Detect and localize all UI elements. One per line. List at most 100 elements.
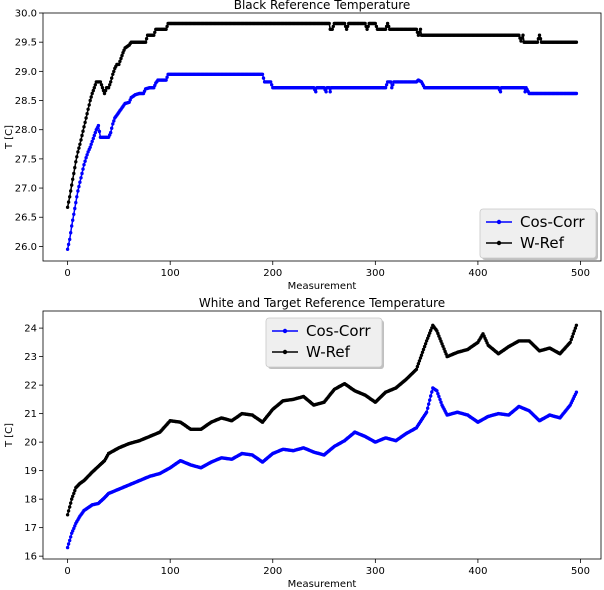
data-point xyxy=(391,83,395,87)
data-point xyxy=(85,153,89,157)
x-tick-label: 0 xyxy=(64,566,70,577)
data-point xyxy=(66,200,71,204)
data-point xyxy=(78,142,82,146)
data-point xyxy=(80,171,84,176)
data-point xyxy=(89,142,93,146)
data-point xyxy=(331,24,335,29)
data-point xyxy=(81,167,85,171)
data-point xyxy=(344,27,349,31)
data-point xyxy=(418,27,423,31)
data-point xyxy=(79,138,83,142)
data-point xyxy=(261,76,266,80)
data-point xyxy=(441,344,445,348)
data-point xyxy=(76,150,80,154)
data-point xyxy=(439,400,443,404)
y-tick-label: 26.5 xyxy=(15,213,37,224)
data-point xyxy=(535,40,540,44)
plot-frame xyxy=(42,12,602,262)
data-point xyxy=(77,184,81,189)
data-point xyxy=(90,91,94,96)
data-point xyxy=(99,83,104,87)
data-point xyxy=(165,75,169,79)
data-point xyxy=(374,24,379,29)
x-axis-label: Measurement xyxy=(288,579,357,590)
data-point xyxy=(420,350,425,354)
series-w-ref xyxy=(65,21,579,209)
data-point xyxy=(89,95,93,99)
x-tick-label: 300 xyxy=(366,268,385,279)
y-tick-label: 29.0 xyxy=(15,67,37,78)
data-point xyxy=(69,231,73,235)
data-point xyxy=(111,72,115,77)
data-point xyxy=(68,505,72,509)
data-point xyxy=(424,410,429,414)
data-point xyxy=(109,130,113,135)
data-point xyxy=(438,397,442,402)
data-point xyxy=(69,535,73,539)
data-point xyxy=(424,339,429,343)
plot-frame xyxy=(42,310,602,560)
data-point xyxy=(93,130,98,135)
data-point xyxy=(373,21,377,26)
y-tick-label: 24 xyxy=(24,324,37,335)
data-point xyxy=(418,356,423,360)
data-point xyxy=(429,394,433,398)
data-point xyxy=(74,200,78,205)
data-point xyxy=(119,56,123,61)
x-tick-label: 400 xyxy=(468,566,487,577)
data-point xyxy=(73,165,77,170)
data-point xyxy=(82,125,86,129)
data-point xyxy=(153,30,157,34)
data-point xyxy=(384,83,389,87)
data-point xyxy=(437,334,441,338)
y-tick-label: 27.0 xyxy=(15,184,37,195)
data-point xyxy=(435,389,439,393)
legend-label: W-Ref xyxy=(306,343,351,361)
data-point xyxy=(444,352,448,356)
data-point xyxy=(87,103,91,107)
data-point xyxy=(416,33,421,37)
data-point xyxy=(521,33,525,37)
data-point xyxy=(69,189,73,193)
data-point xyxy=(439,339,443,343)
data-point xyxy=(71,177,75,181)
data-point xyxy=(389,80,393,84)
data-point xyxy=(84,156,88,160)
data-point xyxy=(324,90,328,94)
data-point xyxy=(98,80,103,84)
data-point xyxy=(415,364,420,369)
y-axis-label: T [C] xyxy=(4,423,15,448)
y-tick-label: 30.0 xyxy=(15,9,37,20)
data-point xyxy=(164,78,168,82)
data-point xyxy=(520,36,524,40)
x-tick-label: 500 xyxy=(571,566,590,577)
data-point xyxy=(426,406,430,410)
data-point xyxy=(165,24,169,29)
data-point xyxy=(519,39,523,43)
data-point xyxy=(92,86,97,90)
y-tick-label: 26.0 xyxy=(15,242,37,253)
y-tick-label: 28.5 xyxy=(15,96,37,107)
chart-1: Black Reference Temperature 0 100 200 300 400… xyxy=(4,0,602,292)
data-point xyxy=(330,27,334,31)
y-tick-label: 29.5 xyxy=(15,38,37,49)
data-point xyxy=(75,155,79,159)
data-point xyxy=(419,353,424,357)
data-point xyxy=(427,402,431,406)
data-point xyxy=(574,390,579,394)
series-w-ref xyxy=(65,323,579,517)
data-point xyxy=(568,340,572,345)
data-point xyxy=(69,501,73,505)
series-cos-corr xyxy=(65,386,579,550)
data-point xyxy=(112,69,116,74)
series-cos-corr xyxy=(65,72,579,251)
data-point xyxy=(164,27,168,31)
data-point xyxy=(414,27,419,31)
data-point xyxy=(314,90,318,94)
y-tick-label: 17 xyxy=(24,523,37,534)
data-point xyxy=(68,195,72,199)
legend: Cos-Corr W-Ref xyxy=(479,208,598,260)
data-point xyxy=(423,342,428,346)
data-point xyxy=(74,160,78,164)
data-point xyxy=(90,139,94,144)
